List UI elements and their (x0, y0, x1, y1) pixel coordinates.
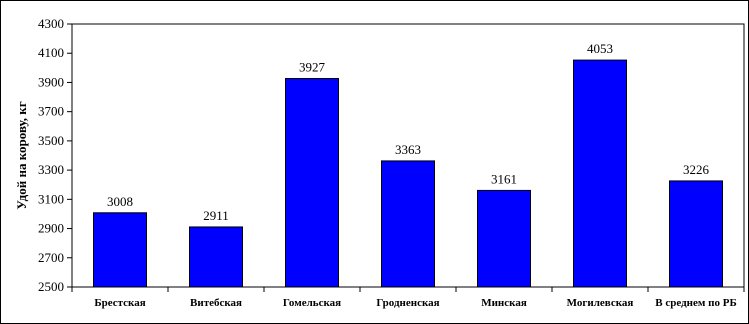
data-label: 3008 (107, 194, 133, 209)
data-label: 3161 (491, 171, 517, 186)
category-label: Могилевская (567, 297, 634, 309)
y-tick-label: 2900 (38, 221, 64, 236)
category-label: Гомельская (283, 297, 341, 309)
data-label: 4053 (587, 41, 613, 56)
category-label: Гродненская (376, 297, 439, 309)
y-tick-label: 3500 (38, 133, 64, 148)
data-label: 3927 (299, 59, 326, 74)
y-tick-label: 4300 (38, 16, 64, 31)
bar (477, 189, 531, 288)
category-label: Витебская (190, 297, 242, 309)
bar (573, 59, 627, 288)
data-label: 2911 (203, 208, 229, 223)
bar (381, 160, 435, 288)
y-tick-label: 3700 (38, 104, 64, 119)
data-label: 3363 (395, 142, 421, 157)
bar (93, 212, 147, 288)
category-label: Минская (481, 297, 527, 309)
y-axis-title: Удой на корову, кг (14, 101, 29, 209)
y-tick-label: 4100 (38, 45, 64, 60)
bar (669, 180, 723, 288)
category-label: В среднем по РБ (655, 297, 736, 309)
y-tick-label: 2500 (38, 279, 64, 294)
data-label: 3226 (683, 162, 710, 177)
bar (285, 77, 339, 288)
bar (189, 226, 243, 288)
y-tick-label: 3900 (38, 74, 64, 89)
y-tick-label: 3100 (38, 191, 64, 206)
category-label: Брестская (94, 297, 145, 309)
y-tick-label: 3300 (38, 162, 64, 177)
y-tick-label: 2700 (38, 250, 64, 265)
